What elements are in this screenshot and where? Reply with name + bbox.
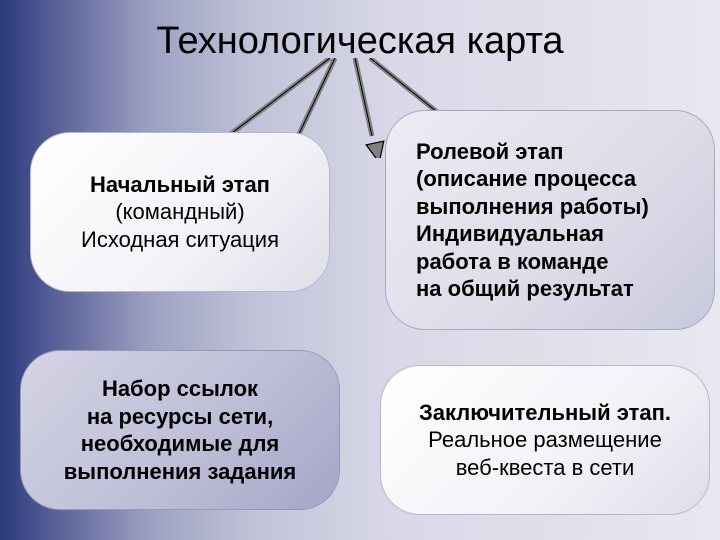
box-initial-stage: Начальный этап (командный) Исходная ситу…: [30, 132, 330, 292]
box2-line2: (описание процесса: [416, 165, 694, 193]
box2-line5: работа в команде: [416, 248, 694, 276]
box1-line2: (командный): [51, 198, 309, 226]
box3-line1: Набор ссылок: [41, 375, 319, 403]
box3-line3: необходимые для: [41, 430, 319, 458]
box1-line1: Начальный этап: [51, 171, 309, 199]
box-role-stage: Ролевой этап (описание процесса выполнен…: [385, 110, 715, 330]
box2-line4: Индивидуальная: [416, 220, 694, 248]
box4-line2: Реальное размещение: [401, 426, 689, 454]
box-final-stage: Заключительный этап. Реальное размещение…: [380, 365, 710, 515]
box2-line1: Ролевой этап: [416, 138, 694, 166]
box4-line1: Заключительный этап.: [401, 399, 689, 427]
box2-line3: выполнения работы): [416, 193, 694, 221]
page-title: Технологическая карта: [0, 20, 720, 63]
box1-line3: Исходная ситуация: [51, 226, 309, 254]
box-links: Набор ссылок на ресурсы сети, необходимы…: [20, 350, 340, 510]
box4-line3: веб-квеста в сети: [401, 454, 689, 482]
box3-line4: выполнения задания: [41, 458, 319, 486]
box3-line2: на ресурсы сети,: [41, 403, 319, 431]
box2-line6: на общий результат: [416, 275, 694, 303]
arrow-icon: [355, 58, 388, 158]
